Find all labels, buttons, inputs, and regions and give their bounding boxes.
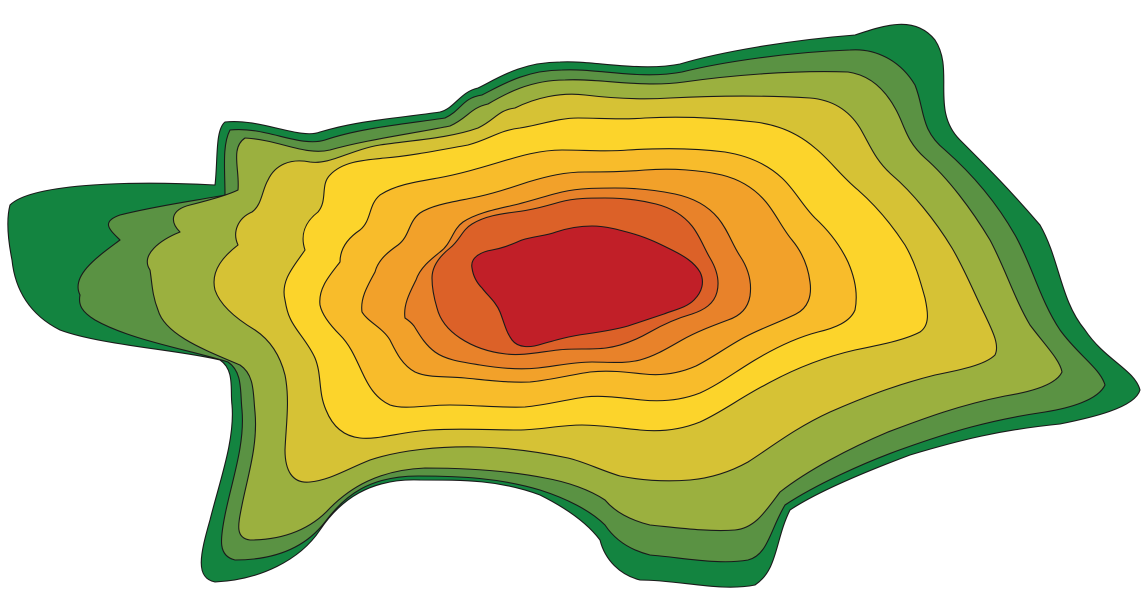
contour-band-10 xyxy=(471,225,703,348)
